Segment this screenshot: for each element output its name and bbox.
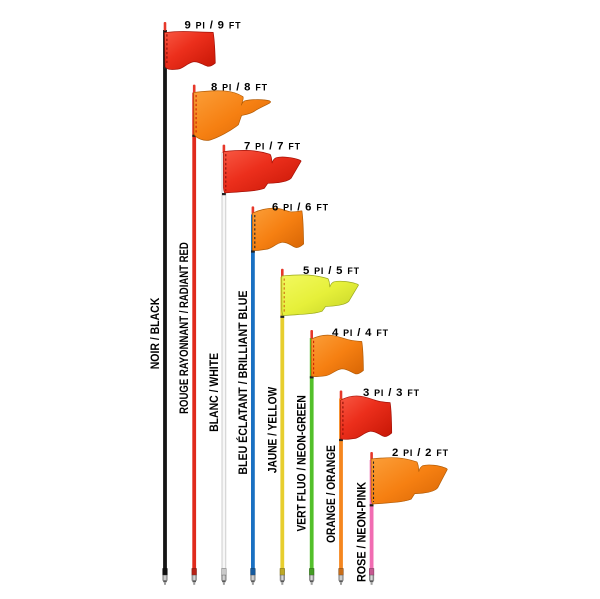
svg-text:ORANGE / ORANGE: ORANGE / ORANGE [324,445,338,543]
svg-text:9 PI / 9 FT: 9 PI / 9 FT [185,20,242,32]
svg-text:ROUGE RAYONNANT / RADIANT RED: ROUGE RAYONNANT / RADIANT RED [177,242,191,414]
svg-text:BLEU ÉCLATANT / BRILLIANT BLUE: BLEU ÉCLATANT / BRILLIANT BLUE [235,291,250,475]
svg-text:6 PI / 6 FT: 6 PI / 6 FT [272,202,329,214]
svg-text:4 PI / 4 FT: 4 PI / 4 FT [332,327,389,339]
svg-text:JAUNE / YELLOW: JAUNE / YELLOW [265,387,279,474]
svg-text:ROSE / NEON-PINK: ROSE / NEON-PINK [355,482,369,582]
svg-text:BLANC / WHITE: BLANC / WHITE [207,353,221,432]
svg-text:3 PI / 3 FT: 3 PI / 3 FT [363,387,420,399]
svg-text:NOIR / BLACK: NOIR / BLACK [148,298,162,370]
svg-text:7 PI / 7 FT: 7 PI / 7 FT [244,141,301,153]
svg-text:8 PI / 8 FT: 8 PI / 8 FT [211,82,268,94]
svg-text:2 PI / 2 FT: 2 PI / 2 FT [392,447,449,459]
svg-text:VERT FLUO / NEON-GREEN: VERT FLUO / NEON-GREEN [295,395,309,531]
svg-text:5 PI / 5 FT: 5 PI / 5 FT [303,265,360,277]
